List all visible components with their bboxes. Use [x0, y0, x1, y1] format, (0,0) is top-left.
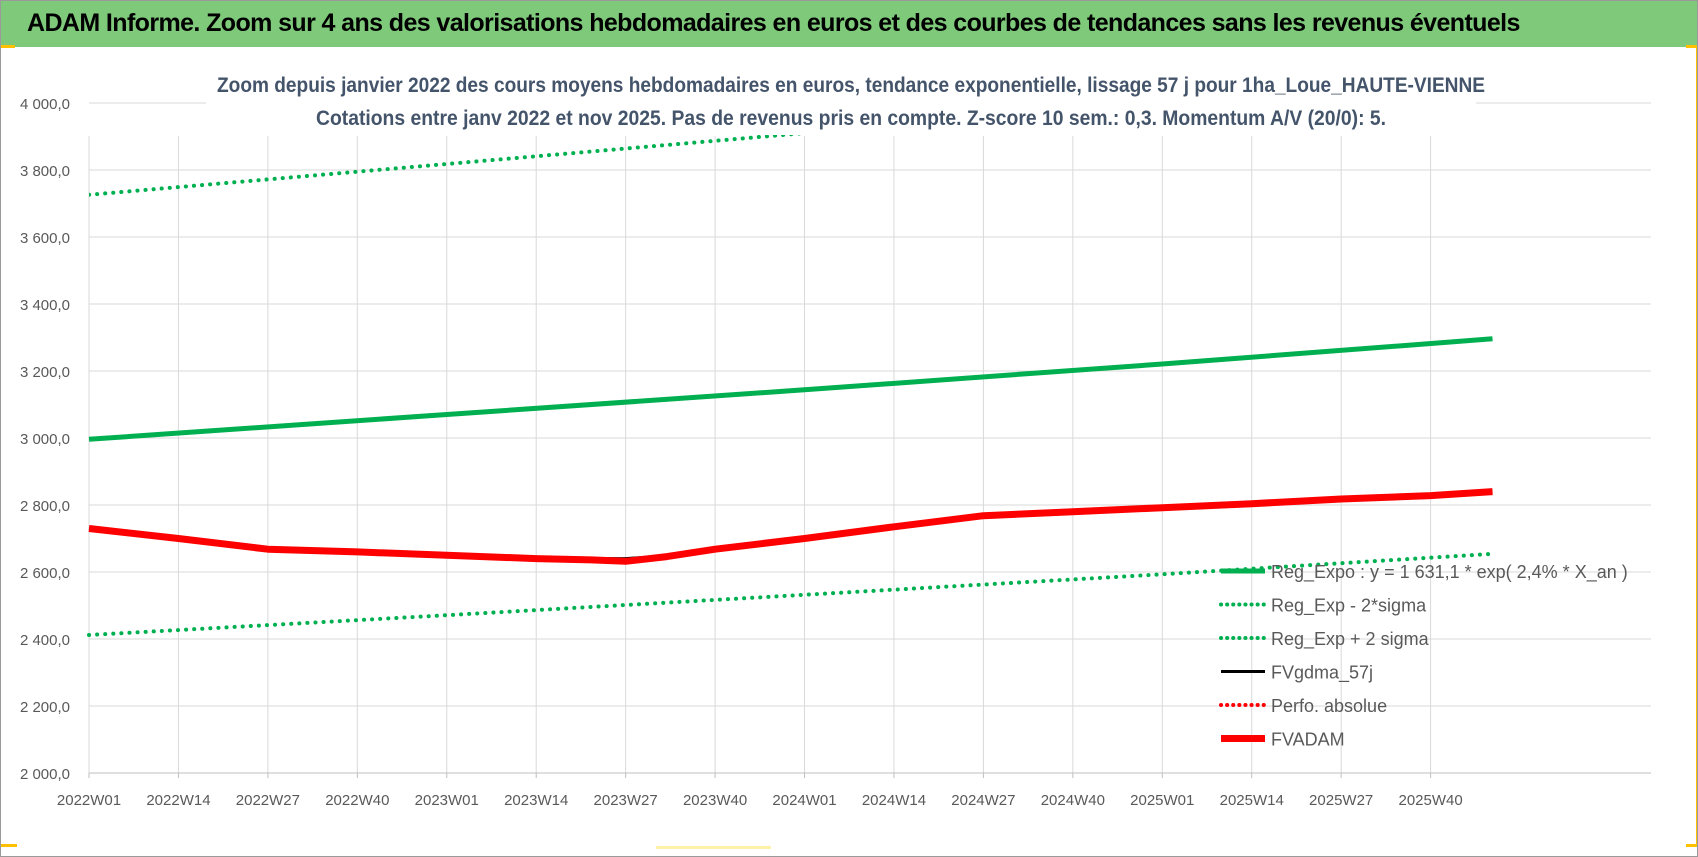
- corner-mark-right-edge: [1696, 45, 1697, 845]
- corner-mark-bottom-left: [1, 844, 17, 847]
- corner-mark-bottom-center: [656, 846, 771, 849]
- corner-mark-top-left: [1, 45, 15, 48]
- x-tick-label: 2022W14: [146, 792, 210, 809]
- series-line-0: [88, 336, 1493, 442]
- chart-title-line2: Cotations entre janv 2022 et nov 2025. P…: [316, 107, 1386, 130]
- axes: 2 000,0 2 200,0 2 400,0 2 600,0 2 800,0 3 000…: [20, 96, 1651, 809]
- banner-title: ADAM Informe. Zoom sur 4 ans des valoris…: [27, 9, 1520, 37]
- x-tick-label: 2025W01: [1130, 792, 1194, 809]
- series-line-5: [88, 488, 1493, 565]
- x-tick-label: 2025W40: [1398, 792, 1462, 809]
- legend-label-5: FVADAM: [1271, 730, 1345, 750]
- x-tick-label: 2024W40: [1041, 792, 1105, 809]
- y-tick-label: 3 600,0: [20, 230, 70, 247]
- y-tick-label: 2 200,0: [20, 699, 70, 716]
- y-tick-label: 2 400,0: [20, 632, 70, 649]
- legend-label-4: Perfo. absolue: [1271, 696, 1387, 716]
- y-tick-label: 2 600,0: [20, 565, 70, 582]
- y-tick-label: 3 800,0: [20, 163, 70, 180]
- x-tick-label: 2024W14: [862, 792, 926, 809]
- x-tick-label: 2022W01: [57, 792, 121, 809]
- x-tick-label: 2022W40: [325, 792, 389, 809]
- legend-label-2: Reg_Exp + 2 sigma: [1271, 629, 1430, 650]
- corner-mark-bottom-right: [1686, 844, 1697, 847]
- y-tick-label: 3 000,0: [20, 431, 70, 448]
- y-tick-label: 2 000,0: [20, 766, 70, 783]
- chart-title-area: Zoom depuis janvier 2022 des cours moyen…: [206, 65, 1485, 135]
- x-tick-label: 2023W40: [683, 792, 747, 809]
- x-tick-label: 2025W14: [1220, 792, 1284, 809]
- legend-label-1: Reg_Exp - 2*sigma: [1271, 596, 1427, 617]
- x-tick-label: 2023W01: [415, 792, 479, 809]
- x-tick-label: 2025W27: [1309, 792, 1373, 809]
- x-tick-label: 2022W27: [236, 792, 300, 809]
- legend-label-3: FVgdma_57j: [1271, 663, 1373, 684]
- legend: Reg_Expo : y = 1 631,1 * exp( 2,4% * X_a…: [1219, 562, 1628, 750]
- y-tick-label: 4 000,0: [20, 96, 70, 113]
- y-tick-label: 3 400,0: [20, 297, 70, 314]
- series-area: [87, 99, 1495, 637]
- banner: ADAM Informe. Zoom sur 4 ans des valoris…: [1, 1, 1697, 47]
- x-tick-label: 2024W01: [772, 792, 836, 809]
- x-tick-label: 2023W14: [504, 792, 568, 809]
- grid: [88, 102, 1651, 774]
- corner-mark-top-right: [1686, 45, 1697, 48]
- y-tick-label: 3 200,0: [20, 364, 70, 381]
- legend-label-0: Reg_Expo : y = 1 631,1 * exp( 2,4% * X_a…: [1271, 562, 1628, 583]
- x-tick-label: 2024W27: [951, 792, 1015, 809]
- chart-title-background: [206, 65, 1476, 135]
- y-tick-label: 2 800,0: [20, 498, 70, 515]
- x-tick-label: 2023W27: [594, 792, 658, 809]
- chart-title-line1: Zoom depuis janvier 2022 des cours moyen…: [217, 74, 1485, 97]
